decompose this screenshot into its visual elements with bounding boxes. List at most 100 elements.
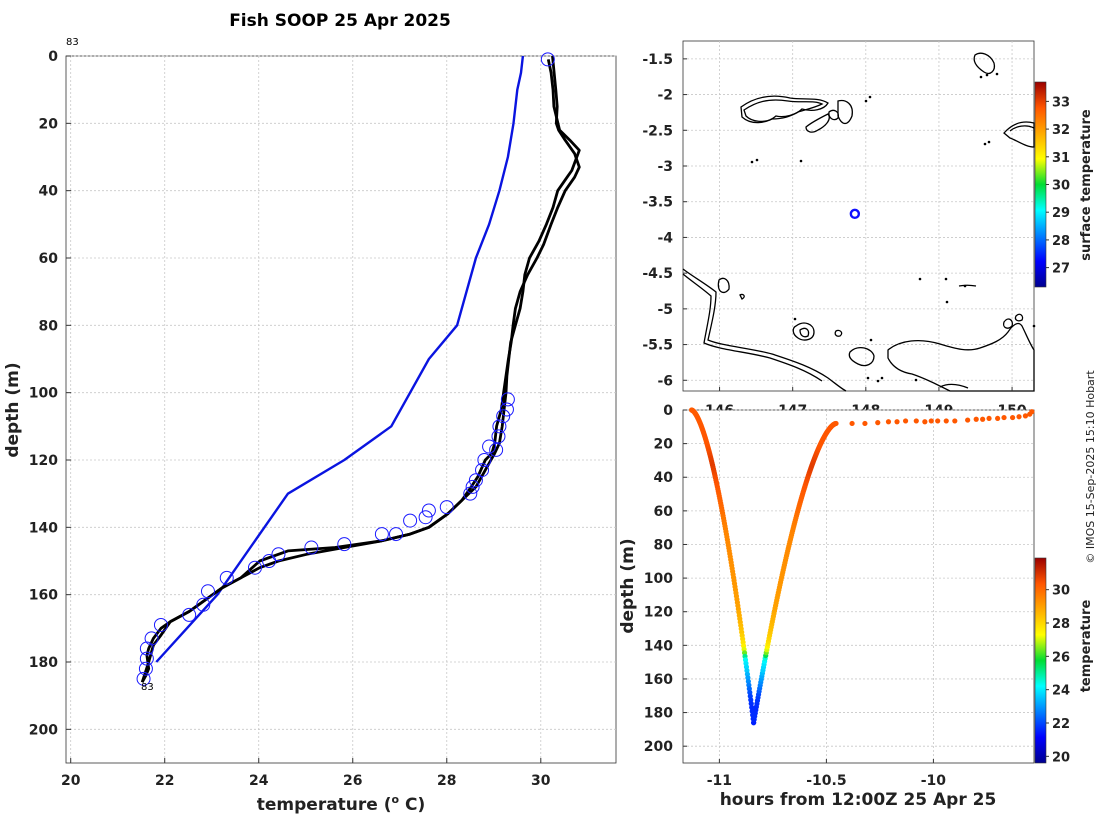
profile-marker xyxy=(262,554,277,568)
timeseries-y-tick-label: 160 xyxy=(644,672,673,688)
tiny-islands xyxy=(750,72,1036,383)
profile-x-ticks: 20 22 24 26 28 30 xyxy=(61,758,551,789)
timeseries-y-tick-label: 140 xyxy=(644,638,673,654)
profile-y-tick-label: 140 xyxy=(29,520,58,536)
timeseries-x-tick-label: -10 xyxy=(921,773,947,789)
timeseries-colorbar-tick-label: 20 xyxy=(1052,750,1070,765)
map-colorbar-tick-label: 33 xyxy=(1052,95,1070,110)
timeseries-point xyxy=(995,415,1001,422)
timeseries-point xyxy=(943,418,949,424)
profile-marker xyxy=(200,584,215,599)
profile-x-tick-label: 20 xyxy=(61,773,81,789)
timeseries-y-tick-label: 60 xyxy=(654,504,674,520)
timeseries-point xyxy=(894,419,900,425)
profile-x-tick-label: 22 xyxy=(155,773,174,789)
timeseries-point xyxy=(748,701,754,707)
map-y-tick-label: -5 xyxy=(657,302,673,318)
profile-marker xyxy=(374,527,389,542)
timeseries-y-tick-label: 200 xyxy=(644,739,673,755)
profile-marker xyxy=(421,503,436,518)
profile-marker xyxy=(500,392,515,407)
timeseries-plot: -11 -10.5 -10 020406080100120140160180200 … xyxy=(618,403,1094,810)
profile-marker xyxy=(337,537,352,552)
profile-y-tick-label: 100 xyxy=(29,386,58,402)
credit-text: © IMOS 15-Sep-2025 15:10 Hobart xyxy=(1084,370,1097,564)
profile-marker xyxy=(136,671,151,686)
profile-y-tick-label: 160 xyxy=(29,588,58,604)
map-y-tick-label: -2.5 xyxy=(642,123,673,139)
map-colorbar-tick-label: 32 xyxy=(1052,123,1070,138)
timeseries-y-tick-label: 20 xyxy=(654,437,674,453)
timeseries-grid xyxy=(683,409,1034,763)
timeseries-point xyxy=(1016,414,1022,420)
profile-marker xyxy=(304,540,319,555)
profile-marker xyxy=(139,651,154,666)
timeseries-point xyxy=(922,419,928,425)
profile-y-tick-label: 40 xyxy=(39,184,59,200)
timeseries-point xyxy=(1022,413,1029,419)
profile-marker xyxy=(465,479,480,494)
timeseries-point xyxy=(965,417,971,423)
timeseries-x-label: hours from 12:00Z 25 Apr 25 xyxy=(720,790,997,810)
map-colorbar-tick-label: 29 xyxy=(1052,206,1070,221)
timeseries-point xyxy=(1029,409,1035,415)
timeseries-y-tick-label: 40 xyxy=(654,470,674,486)
coastlines xyxy=(682,52,1035,392)
profile-top-label: 83 xyxy=(66,37,79,48)
timeseries-point xyxy=(849,420,855,427)
timeseries-point xyxy=(875,420,881,426)
timeseries-y-tick-label: 0 xyxy=(663,403,673,419)
profile-x-tick-label: 26 xyxy=(343,773,362,789)
profile-marker xyxy=(468,473,483,488)
timeseries-colorbar-ticks: 20 22 24 26 28 30 xyxy=(1046,584,1070,765)
timeseries-colorbar-tick-label: 22 xyxy=(1052,717,1070,732)
map-y-ticks: -1.5 -2 -2.5 -3 -3.5 -4 -4.5 -5 -5.5 -6 xyxy=(642,52,687,389)
profile-marker xyxy=(492,419,507,434)
timeseries-colorbar-tick-label: 30 xyxy=(1052,584,1070,599)
position-marker xyxy=(849,208,861,220)
timeseries-colorbar-tick-label: 24 xyxy=(1052,684,1070,699)
profile-y-tick-label: 80 xyxy=(39,318,59,334)
timeseries-point xyxy=(749,704,755,711)
profile-bottom-label: 83 xyxy=(141,682,154,693)
profile-x-tick-label: 28 xyxy=(437,773,456,789)
profile-marker xyxy=(463,486,478,501)
timeseries-colorbar-tick-label: 28 xyxy=(1052,617,1070,632)
profile-x-label: temperature (o C) xyxy=(257,793,426,815)
timeseries-y-tick-label: 80 xyxy=(654,537,674,553)
map-y-tick-label: -3.5 xyxy=(642,195,673,211)
profile-y-tick-label: 200 xyxy=(29,722,58,738)
timeseries-frame xyxy=(682,409,1035,764)
profile-grid xyxy=(66,55,616,763)
profile-y-label: depth (m) xyxy=(3,362,23,457)
timeseries-colorbar-label: temperature xyxy=(1079,600,1094,693)
profile-y-tick-label: 0 xyxy=(48,49,58,65)
timeseries-colorbar-tick-label: 26 xyxy=(1052,650,1070,665)
profile-marker xyxy=(138,661,153,676)
map-colorbar-tick-label: 30 xyxy=(1052,179,1070,194)
profile-x-tick-label: 24 xyxy=(249,773,269,789)
map-y-tick-label: -2 xyxy=(657,88,673,104)
profile-marker xyxy=(271,547,286,562)
profile-y-ticks: 0 20 40 60 80 100 120 140 160 180 200 xyxy=(29,49,71,738)
timeseries-colorbar xyxy=(1034,557,1047,764)
profile-marker xyxy=(196,597,211,612)
map-y-tick-label: -1.5 xyxy=(642,52,673,68)
profile-marker xyxy=(219,570,234,585)
timeseries-point xyxy=(928,418,934,424)
profile-marker xyxy=(182,607,197,622)
timeseries-point xyxy=(973,416,979,422)
profile-y-tick-label: 60 xyxy=(39,251,59,267)
timeseries-y-tick-label: 100 xyxy=(644,571,673,587)
timeseries-point xyxy=(913,418,919,424)
map-y-tick-label: -6 xyxy=(657,373,673,389)
timeseries-y-tick-label: 120 xyxy=(644,605,673,621)
timeseries-y-ticks: 0 20 40 60 80 100 120 140 160 180 200 xyxy=(644,403,687,755)
timeseries-point xyxy=(862,420,868,427)
timeseries-point xyxy=(986,415,992,422)
timeseries-point xyxy=(1001,414,1007,421)
timeseries-y-label: depth (m) xyxy=(618,538,638,633)
timeseries-x-ticks: -11 -10.5 -10 xyxy=(707,759,947,789)
profile-marker xyxy=(139,641,154,656)
